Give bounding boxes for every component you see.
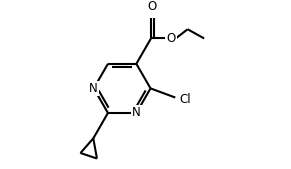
Text: N: N xyxy=(89,82,98,95)
Text: O: O xyxy=(166,32,176,45)
Text: Cl: Cl xyxy=(180,93,191,106)
Text: N: N xyxy=(132,106,141,119)
Text: O: O xyxy=(147,0,157,13)
